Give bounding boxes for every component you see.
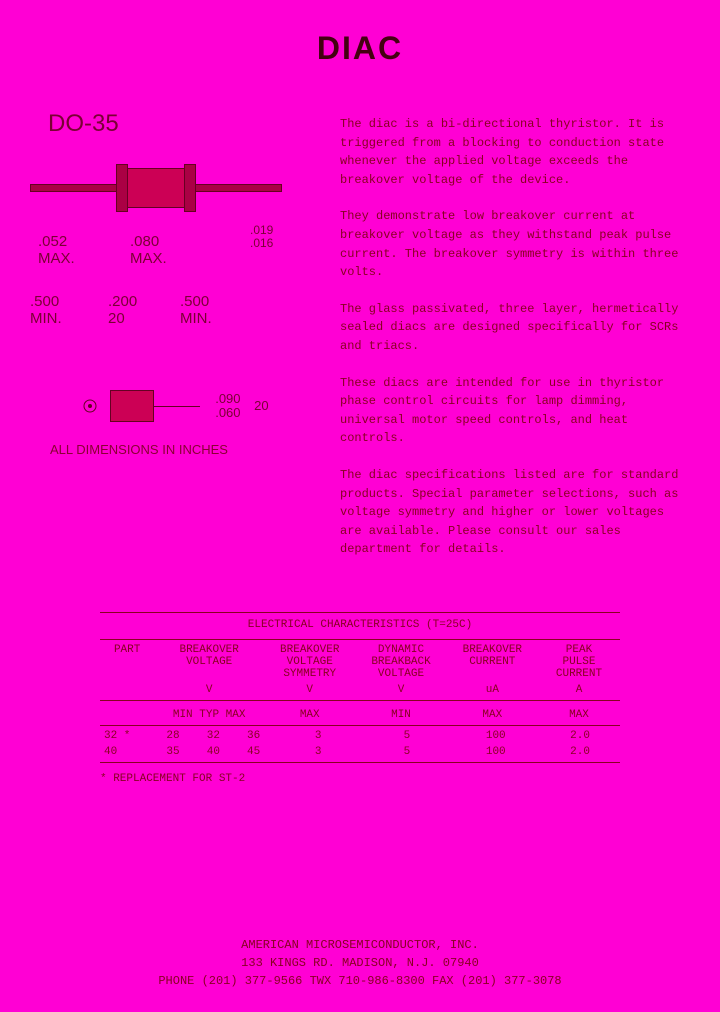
sub-bv: MIN TYP MAX <box>154 707 264 723</box>
sub-peak: MAX <box>538 707 620 723</box>
col-peak: PEAK PULSE CURRENT <box>538 642 620 682</box>
table-body: 32 *283236351002.040354045351002.0 <box>100 728 620 760</box>
dim-body-dia: .052 MAX. <box>38 234 75 267</box>
table-footnote: * REPLACEMENT FOR ST-2 <box>100 773 620 785</box>
unit-peak: A <box>538 682 620 698</box>
col-symmetry: BREAKOVER VOLTAGE SYMMETRY <box>264 642 355 682</box>
description-block: The diac is a bi-directional thyristor. … <box>340 115 680 577</box>
table-title: ELECTRICAL CHARACTERISTICS (T=25C) <box>100 615 620 637</box>
col-current: BREAKOVER CURRENT <box>447 642 538 682</box>
table-row: 32 *283236351002.0 <box>100 728 620 744</box>
dim-lead-mid: .200 20 <box>108 294 137 327</box>
table-subheader-row: MIN TYP MAX MAX MIN MAX MAX <box>100 703 620 723</box>
table-units-row: V V V uA A <box>100 682 620 698</box>
table-row: 40354045351002.0 <box>100 744 620 760</box>
desc-p2: They demonstrate low breakover current a… <box>340 207 680 281</box>
unit-bv: V <box>154 682 264 698</box>
footer: AMERICAN MICROSEMICONDUCTOR, INC. 133 KI… <box>0 936 720 990</box>
dim-body-len: .080 MAX. <box>130 234 167 267</box>
col-part: PART <box>100 642 154 682</box>
dimensions-note: ALL DIMENSIONS IN INCHES <box>50 442 269 457</box>
desc-p5: The diac specifications listed are for s… <box>340 466 680 559</box>
unit-sym: V <box>264 682 355 698</box>
col-dynamic: DYNAMIC BREAKBACK VOLTAGE <box>355 642 446 682</box>
package-side-view: .090 .060 20 ALL DIMENSIONS IN INCHES <box>80 390 269 457</box>
sub-dyn: MIN <box>355 707 446 723</box>
unit-dyn: V <box>355 682 446 698</box>
sub-cur: MAX <box>447 707 538 723</box>
dim-side-len: 20 <box>254 399 268 413</box>
unit-cur: uA <box>447 682 538 698</box>
dim-side-dia: .090 .060 <box>215 392 240 421</box>
col-breakover-voltage: BREAKOVER VOLTAGE <box>154 642 264 682</box>
package-drawing: .052 MAX. .080 MAX. .500 MIN. .200 20 .5… <box>30 144 290 344</box>
footer-address: 133 KINGS RD. MADISON, N.J. 07940 <box>0 954 720 972</box>
package-diagram: DO-35 .052 MAX. .080 MAX. .500 MIN. .200… <box>30 110 310 344</box>
dim-lead-left: .500 MIN. <box>30 294 62 327</box>
desc-p4: These diacs are intended for use in thyr… <box>340 374 680 448</box>
characteristics-table: ELECTRICAL CHARACTERISTICS (T=25C) PART … <box>100 610 620 785</box>
package-label: DO-35 <box>48 110 310 138</box>
desc-p3: The glass passivated, three layer, herme… <box>340 300 680 356</box>
footer-company: AMERICAN MICROSEMICONDUCTOR, INC. <box>0 936 720 954</box>
page-title: DIAC <box>0 30 720 67</box>
dim-height: .019 .016 <box>250 224 273 250</box>
sub-sym: MAX <box>264 707 355 723</box>
desc-p1: The diac is a bi-directional thyristor. … <box>340 115 680 189</box>
dim-lead-right: .500 MIN. <box>180 294 212 327</box>
footer-contact: PHONE (201) 377-9566 TWX 710-986-8300 FA… <box>0 972 720 990</box>
table-header-row: PART BREAKOVER VOLTAGE BREAKOVER VOLTAGE… <box>100 642 620 682</box>
